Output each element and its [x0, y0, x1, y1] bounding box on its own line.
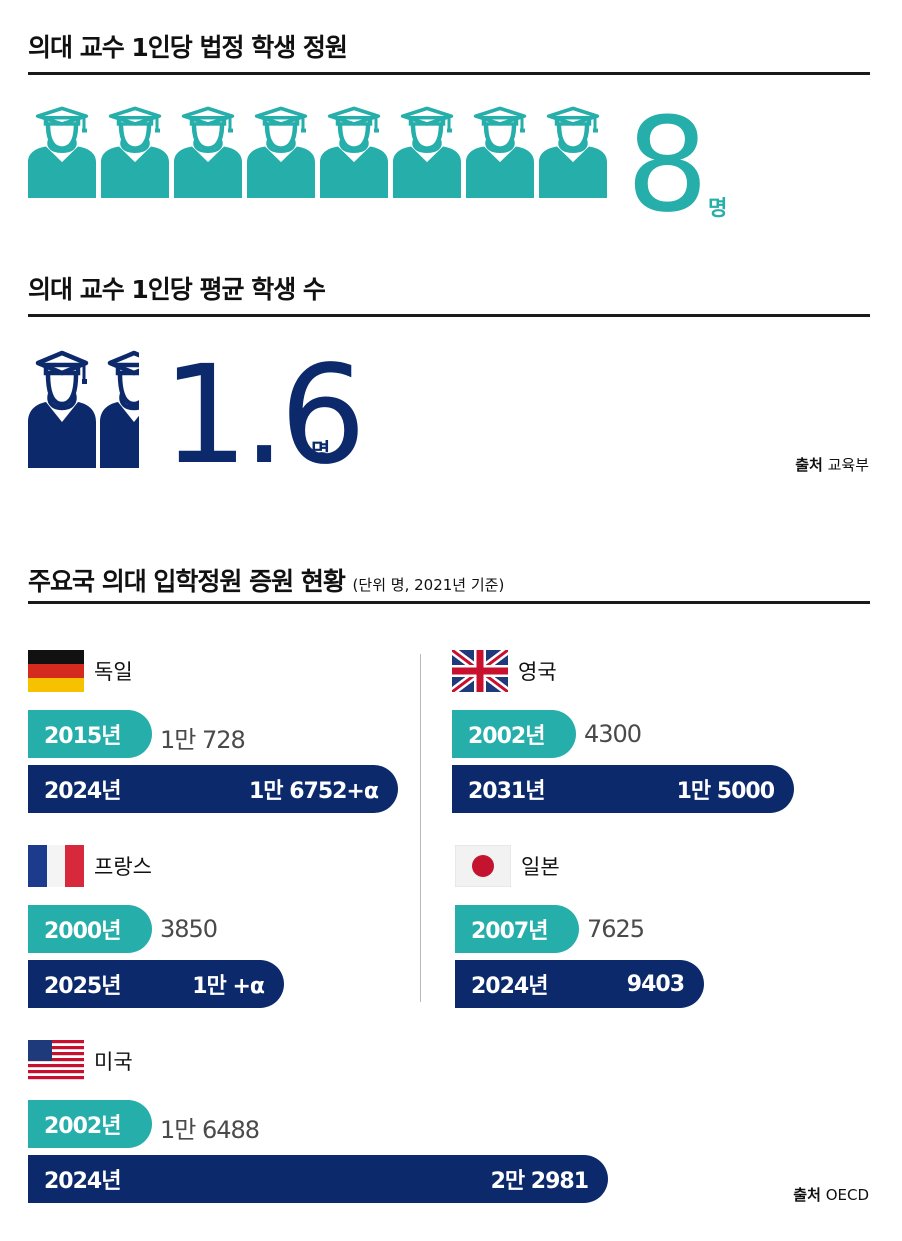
- after-value-label: 1만 5000: [676, 779, 775, 804]
- section1-title: 의대 교수 1인당 법정 학생 정원: [28, 33, 348, 62]
- graduate-icon: [174, 106, 242, 198]
- country-header: 영국: [452, 650, 557, 692]
- country-name: 미국: [94, 1050, 133, 1074]
- source-text: 교육부: [827, 456, 869, 474]
- graduate-icon: [539, 106, 607, 198]
- after-year-label: 2024년: [44, 1169, 121, 1194]
- section3-note: (단위 명, 2021년 기준): [352, 576, 505, 594]
- before-year-label: 2015년: [44, 724, 121, 749]
- before-year-label: 2000년: [44, 919, 121, 944]
- average-unit: 명: [311, 439, 331, 463]
- graduate-icon: [393, 106, 461, 198]
- before-value-label: 7625: [587, 915, 645, 943]
- country-name: 영국: [518, 660, 557, 684]
- section1-divider: [28, 72, 870, 75]
- partial-graduate-icon: [100, 350, 139, 468]
- graduate-icon: [247, 106, 315, 198]
- before-year-bar: 2015년: [28, 710, 152, 758]
- graduate-icon: [320, 106, 388, 198]
- before-year-label: 2002년: [468, 724, 545, 749]
- japan-flag-icon: [455, 845, 511, 887]
- legal-quota-unit: 명: [708, 196, 728, 220]
- before-value-label: 4300: [584, 720, 642, 748]
- before-value-label: 3850: [160, 915, 218, 943]
- after-year-label: 2024년: [471, 974, 548, 999]
- before-value-label: 1만 728: [160, 726, 246, 754]
- graduate-icon: [101, 106, 169, 198]
- section2-title: 의대 교수 1인당 평균 학생 수: [28, 275, 326, 304]
- country-header: 프랑스: [28, 845, 152, 887]
- after-year-label: 2031년: [468, 779, 545, 804]
- section2-divider: [28, 314, 870, 317]
- country-header: 독일: [28, 650, 133, 692]
- country-name: 독일: [94, 660, 133, 684]
- before-year-bar: 2002년: [28, 1100, 152, 1148]
- uk-flag-icon: [452, 650, 508, 692]
- legal-quota-value: 8: [626, 89, 709, 241]
- section3-divider: [28, 601, 870, 604]
- germany-flag-icon: [28, 650, 84, 692]
- average-value: 1.6: [162, 337, 366, 495]
- graduate-icon: [28, 350, 96, 468]
- graduate-icon: [100, 350, 139, 468]
- after-value-label: 1만 +α: [192, 974, 265, 999]
- students-per-professor-average-pictogram: [28, 350, 139, 468]
- before-year-bar: 2007년: [455, 905, 579, 953]
- source-moe: 출처 교육부: [795, 454, 869, 475]
- after-year-bar: 2024년 1만 6752+α: [28, 765, 398, 813]
- country-header: 일본: [455, 845, 560, 887]
- country-header: 미국: [28, 1040, 133, 1082]
- usa-flag-icon: [28, 1040, 84, 1082]
- after-year-label: 2024년: [44, 779, 121, 804]
- after-value-label: 2만 2981: [490, 1169, 589, 1194]
- students-per-professor-legal-pictogram: [28, 106, 607, 198]
- source-oecd: 출처 OECD: [793, 1184, 869, 1205]
- source-label: 출처: [793, 1186, 821, 1204]
- before-year-bar: 2002년: [452, 710, 576, 758]
- after-year-label: 2025년: [44, 974, 121, 999]
- after-year-bar: 2024년 9403: [455, 960, 704, 1008]
- after-year-bar: 2024년 2만 2981: [28, 1155, 608, 1203]
- france-flag-icon: [28, 845, 84, 887]
- before-value-label: 1만 6488: [160, 1116, 260, 1144]
- after-year-bar: 2031년 1만 5000: [452, 765, 794, 813]
- section3-title-text: 주요국 의대 입학정원 증원 현황: [28, 567, 346, 596]
- after-value-label: 1만 6752+α: [249, 779, 379, 804]
- country-name: 일본: [521, 855, 560, 879]
- before-year-label: 2007년: [471, 919, 548, 944]
- column-separator: [420, 654, 421, 1002]
- country-name: 프랑스: [94, 855, 152, 879]
- before-year-label: 2002년: [44, 1114, 121, 1139]
- source-label: 출처: [795, 456, 823, 474]
- before-year-bar: 2000년: [28, 905, 152, 953]
- graduate-icon: [466, 106, 534, 198]
- section3-title: 주요국 의대 입학정원 증원 현황 (단위 명, 2021년 기준): [28, 562, 504, 598]
- after-value-label: 9403: [626, 971, 685, 997]
- after-year-bar: 2025년 1만 +α: [28, 960, 284, 1008]
- source-text: OECD: [825, 1186, 869, 1204]
- graduate-icon: [28, 106, 96, 198]
